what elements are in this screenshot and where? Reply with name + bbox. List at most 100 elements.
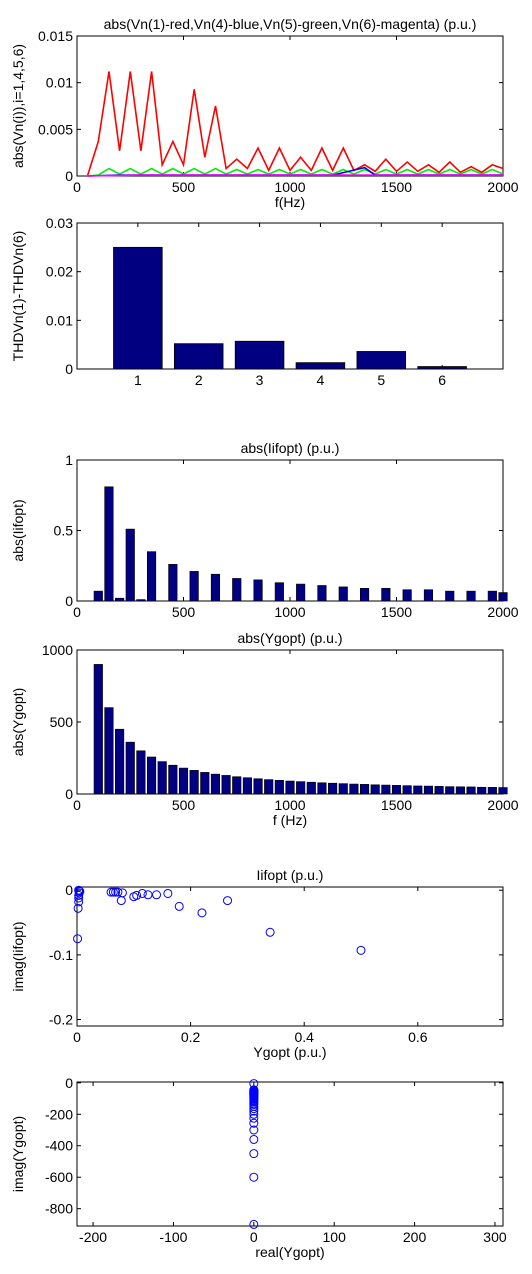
x-tick-label: 1000 xyxy=(274,604,305,620)
bar xyxy=(370,784,380,795)
y-tick-label: -0.1 xyxy=(49,947,73,963)
bar xyxy=(423,785,434,795)
y-tick-label: 0 xyxy=(65,882,73,898)
chart-6: imag(Ygopt)real(Ygopt)0-200-400-600-800-… xyxy=(10,1075,507,1260)
bar xyxy=(136,599,146,602)
bar xyxy=(317,585,327,602)
bar xyxy=(253,579,263,602)
x-tick-label: 0.4 xyxy=(294,1029,314,1045)
bar xyxy=(232,578,242,602)
chart-title: abs(Iifopt) (p.u.) xyxy=(241,440,340,456)
data-point xyxy=(143,890,153,900)
x-tick-label: 100 xyxy=(323,1229,347,1245)
series-line-4 xyxy=(87,174,503,177)
data-point xyxy=(106,887,116,897)
y-tick-label: 1000 xyxy=(42,642,73,658)
chart-title: Iifopt (p.u.) xyxy=(257,867,324,883)
y-axis-label: abs(Iifopt) xyxy=(10,499,26,561)
bar xyxy=(113,246,163,370)
series-line-1 xyxy=(86,71,504,176)
data-point xyxy=(249,1085,259,1095)
chart-3: abs(Iifopt) (p.u.) abs(Iifopt) 0 0.5 1 0 500 10… xyxy=(10,440,519,620)
x-tick-label: 6 xyxy=(438,372,446,388)
data-point xyxy=(249,1219,259,1229)
y-tick-label: 0 xyxy=(65,168,73,184)
x-tick-label: 1 xyxy=(134,372,142,388)
x-tick-label: 300 xyxy=(483,1229,507,1245)
data-point xyxy=(74,886,84,896)
bar xyxy=(423,589,434,602)
bar xyxy=(104,486,114,602)
x-tick-label: 500 xyxy=(172,604,196,620)
x-tick-label: 1000 xyxy=(274,797,305,813)
data-point xyxy=(108,887,118,897)
x-tick-label: 5 xyxy=(377,372,385,388)
series-line-2 xyxy=(87,167,504,177)
y-axis-label: imag(Ygopt) xyxy=(10,1116,26,1192)
bar xyxy=(391,785,402,795)
data-point xyxy=(74,890,84,900)
data-point xyxy=(74,897,84,907)
y-tick-label: 500 xyxy=(50,714,74,730)
bar xyxy=(338,586,348,602)
bar xyxy=(178,767,189,795)
y-axis-label: abs(Ygopt) xyxy=(10,688,26,756)
y-tick-label: -200 xyxy=(45,1106,73,1122)
y-axis-label: abs(Vn(i)),i=1,4,5,6) xyxy=(10,44,26,168)
bar xyxy=(146,756,157,795)
data-point xyxy=(174,901,184,911)
bar xyxy=(328,782,338,795)
axes-frame xyxy=(76,886,504,1027)
data-point xyxy=(249,1125,259,1135)
x-tick-label: 1500 xyxy=(381,604,412,620)
data-point xyxy=(249,1079,259,1089)
data-point xyxy=(152,890,162,900)
x-tick-label: 0 xyxy=(73,1029,81,1045)
data-point xyxy=(249,1134,259,1144)
bar xyxy=(93,590,103,602)
bar xyxy=(296,583,306,602)
bar xyxy=(498,787,508,795)
bar xyxy=(487,787,497,795)
y-tick-label: 0 xyxy=(65,786,73,802)
bar xyxy=(173,343,224,370)
data-point xyxy=(265,927,275,937)
data-point xyxy=(111,887,121,897)
bar xyxy=(232,776,242,795)
bar xyxy=(356,351,407,370)
bar xyxy=(381,784,391,795)
chart-2: THDVn(1)-THDVn(6) 0 0.01 0.02 0.03 1 2 3 4 5 6 xyxy=(10,215,504,388)
bar xyxy=(338,783,348,795)
x-axis-label: f (Hz) xyxy=(273,812,307,828)
x-tick-label: 2 xyxy=(195,372,203,388)
bar xyxy=(274,582,284,602)
data-point xyxy=(163,888,173,898)
x-tick-label: 0 xyxy=(250,1229,258,1245)
bar xyxy=(274,780,284,795)
y-tick-label: 0.015 xyxy=(38,28,73,44)
bar xyxy=(296,781,306,795)
axes-frame xyxy=(76,35,504,177)
bar xyxy=(253,778,263,795)
bar xyxy=(402,785,412,795)
chart-5: Iifopt (p.u.)imag(Iifopt)Ygopt (p.u.)0-0… xyxy=(10,867,504,1060)
bar xyxy=(136,750,146,795)
bar xyxy=(359,588,370,602)
bar xyxy=(445,590,455,602)
y-tick-label: -600 xyxy=(45,1169,73,1185)
x-tick-label: 1500 xyxy=(381,797,412,813)
data-point xyxy=(113,887,123,897)
y-tick-label: -800 xyxy=(45,1201,73,1217)
y-tick-label: 0 xyxy=(65,361,73,377)
bar xyxy=(157,761,167,795)
y-tick-label: 0.01 xyxy=(46,75,73,91)
bar xyxy=(234,340,285,370)
bar xyxy=(498,592,508,602)
x-tick-label: 500 xyxy=(172,179,196,195)
x-tick-label: 0.6 xyxy=(408,1029,428,1045)
data-point xyxy=(249,1172,259,1182)
data-point xyxy=(356,945,366,955)
bar xyxy=(466,590,476,602)
bar xyxy=(221,775,231,795)
x-tick-label: 4 xyxy=(317,372,325,388)
